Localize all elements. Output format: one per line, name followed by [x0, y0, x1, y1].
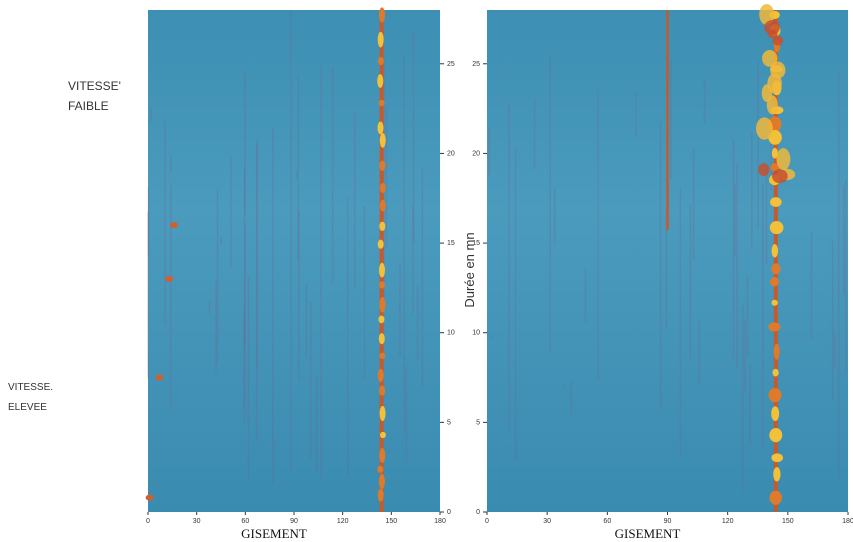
trace-spot: [377, 239, 384, 249]
trace-spot: [759, 3, 775, 25]
y-tick-label: 0: [476, 509, 480, 516]
trace-spot: [377, 31, 384, 48]
trace-spot: [770, 277, 779, 287]
trace-spot: [155, 374, 164, 381]
trace-spot: [378, 333, 385, 345]
trace-spot: [769, 221, 784, 235]
y-tick-label: 15: [472, 240, 480, 247]
slow-label: VITESSE': [68, 79, 121, 93]
trace-spot: [379, 385, 386, 396]
x-tick-label: 120: [337, 518, 349, 525]
trace-spot: [771, 299, 778, 306]
trace-spot: [771, 406, 780, 422]
trace-spot: [772, 35, 784, 46]
x-tick-label: 150: [782, 518, 794, 525]
y-tick-label: 0: [447, 509, 451, 516]
trace-spot: [379, 352, 386, 359]
y-tick-label: 25: [472, 61, 480, 68]
trace-spot: [771, 169, 788, 184]
trace-spot: [762, 49, 778, 67]
trace-spot: [379, 160, 386, 171]
y-tick-label: 20: [447, 150, 455, 157]
trace-spot: [169, 222, 178, 229]
trace-spot: [768, 322, 781, 332]
y-tick-label: 5: [447, 419, 451, 426]
x-tick-label: 90: [664, 518, 672, 525]
slow-label: FAIBLE: [68, 99, 109, 113]
y-tick-label: 10: [447, 330, 455, 337]
y-tick-label: 25: [447, 61, 455, 68]
trace-spot: [377, 56, 384, 66]
trace-spot: [379, 182, 386, 193]
trace-spot: [379, 199, 386, 212]
fast-label: VITESSE.: [8, 382, 53, 393]
x-tick-label: 30: [193, 518, 201, 525]
y-tick-label: 15: [447, 240, 455, 247]
x-axis-title: GISEMENT: [615, 526, 681, 541]
trace-spot: [378, 315, 385, 324]
x-tick-label: 90: [290, 518, 298, 525]
trace-spot: [145, 494, 154, 501]
x-tick-label: 0: [146, 518, 150, 525]
trace-spot: [764, 20, 780, 35]
trace-spot: [379, 7, 386, 23]
trace-spot: [379, 297, 386, 313]
trace-spot: [378, 473, 385, 490]
x-tick-label: 0: [485, 518, 489, 525]
trace-spot: [758, 163, 770, 177]
fast-label: ELEVEE: [8, 402, 47, 413]
trace-spot: [379, 447, 386, 463]
trace-spot: [378, 262, 385, 278]
x-tick-label: 60: [603, 518, 611, 525]
x-tick-label: 150: [385, 518, 397, 525]
x-tick-label: 120: [722, 518, 734, 525]
trace-spot: [379, 221, 386, 231]
x-tick-label: 60: [241, 518, 249, 525]
trace-spot: [776, 148, 791, 171]
trace-spot: [771, 244, 779, 258]
trace-spot: [755, 117, 773, 140]
x-tick-label: 30: [543, 518, 551, 525]
display-background: [148, 10, 440, 512]
trace-spot: [377, 121, 384, 135]
y-axis-title: Durée en mn: [462, 232, 477, 307]
trace-spot: [771, 263, 781, 275]
trace-spot: [771, 147, 779, 159]
x-tick-label: 180: [842, 518, 853, 525]
trace-spot: [379, 133, 386, 148]
trace-spot: [761, 84, 773, 102]
trace-spot: [769, 428, 783, 443]
trace-spot: [769, 490, 782, 505]
trace-spot: [771, 453, 783, 463]
trace-spot: [770, 197, 782, 208]
trace-spot: [773, 467, 781, 482]
trace-spot: [770, 61, 786, 79]
trace-spot: [379, 281, 386, 289]
trace-spot: [377, 368, 384, 382]
trace-spot: [768, 388, 782, 403]
trace-spot: [772, 368, 779, 377]
trace-spot: [377, 488, 384, 502]
y-tick-label: 20: [472, 150, 480, 157]
trace-spot: [773, 343, 780, 360]
trace-spot: [165, 275, 174, 282]
y-tick-label: 5: [476, 419, 480, 426]
x-axis-title: GISEMENT: [241, 526, 307, 541]
trace-spot: [378, 99, 385, 107]
trace-spot: [379, 405, 386, 422]
y-tick-label: 10: [472, 330, 480, 337]
x-tick-label: 180: [434, 518, 446, 525]
trace-spot: [377, 465, 384, 473]
trace-spot: [379, 431, 386, 439]
trace-spot: [377, 74, 384, 88]
